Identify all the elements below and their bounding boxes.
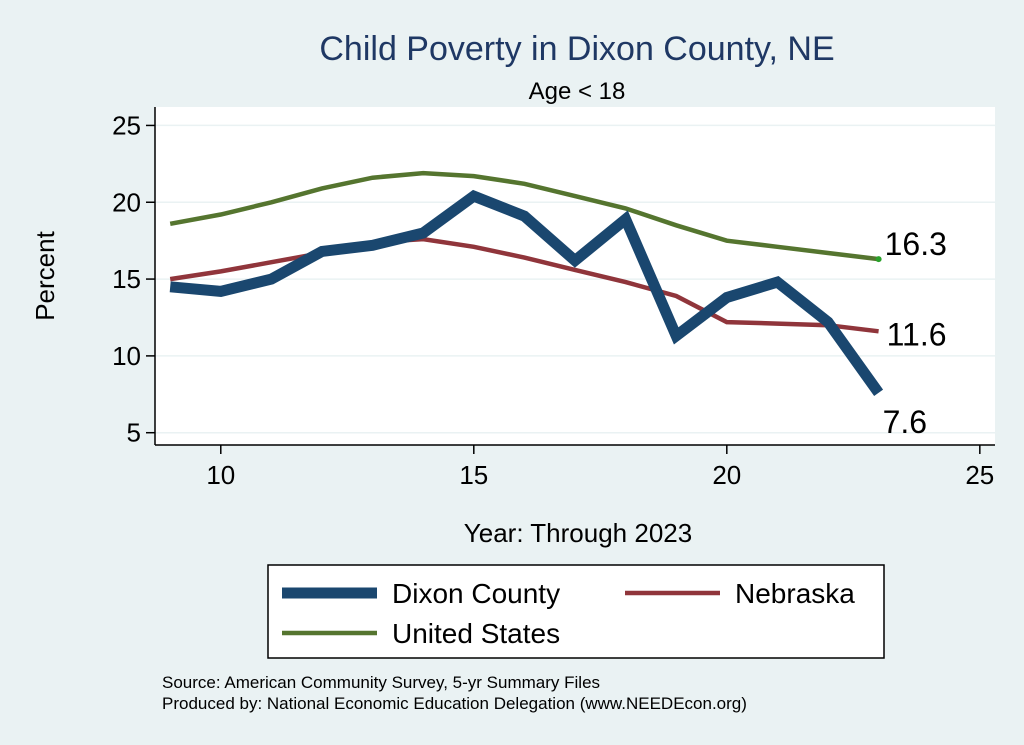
legend-label-united-states: United States (392, 618, 560, 649)
plot-area (155, 107, 995, 445)
y-tick-label-5: 5 (127, 418, 141, 448)
series-line-united-states (169, 170, 879, 262)
series-line-nebraska (169, 236, 879, 334)
axes: 5 10 15 20 25 10 15 20 25 (112, 107, 995, 490)
series-layer (169, 170, 884, 397)
footer-source: Source: American Community Survey, 5-yr … (162, 673, 600, 692)
y-axis-title: Percent (30, 230, 60, 320)
y-tick-label-10: 10 (112, 341, 141, 371)
y-tick-label-25: 25 (112, 110, 141, 140)
series-line-dixon-county (169, 189, 884, 397)
chart-title: Child Poverty in Dixon County, NE (319, 30, 834, 68)
y-tick-label-15: 15 (112, 264, 141, 294)
x-axis-title: Year: Through 2023 (464, 518, 692, 548)
x-tick-label-15: 15 (459, 460, 488, 490)
end-label-dixon-county: 7.6 (883, 404, 927, 440)
legend: Dixon County Nebraska United States (267, 564, 885, 659)
x-tick-label-25: 25 (965, 460, 994, 490)
x-tick-label-20: 20 (712, 460, 741, 490)
footer-produced-by: Produced by: National Economic Education… (162, 694, 747, 713)
end-label-nebraska: 11.6 (887, 316, 947, 352)
end-label-united-states: 16.3 (885, 226, 947, 262)
y-tick-label-20: 20 (112, 187, 141, 217)
grid (155, 124, 995, 434)
chart-subtitle: Age < 18 (529, 78, 626, 105)
end-labels: 7.6 11.6 16.3 (883, 226, 947, 440)
legend-box (267, 564, 885, 659)
end-marker-united-states (875, 256, 882, 263)
x-tick-label-10: 10 (206, 460, 235, 490)
legend-label-dixon-county: Dixon County (392, 578, 560, 609)
legend-label-nebraska: Nebraska (735, 578, 855, 609)
